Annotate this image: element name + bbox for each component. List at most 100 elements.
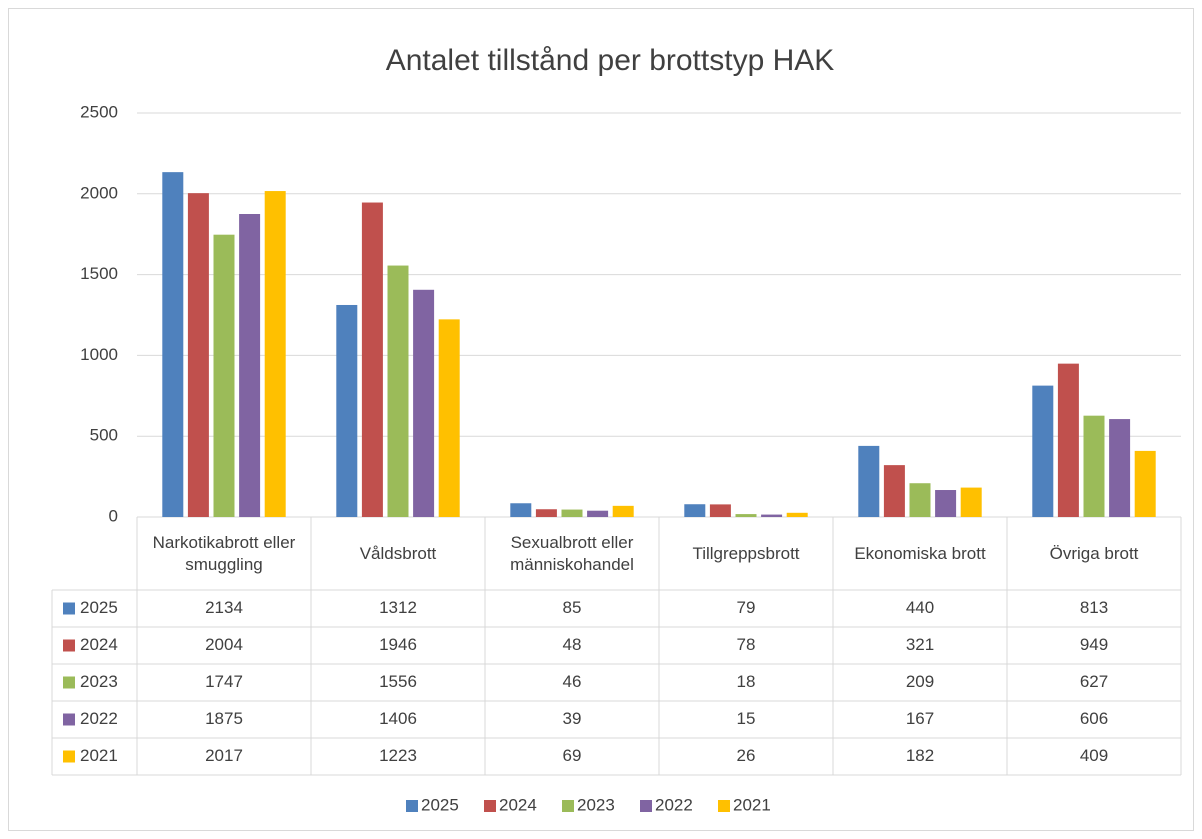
- table-key: [63, 639, 75, 652]
- legend-label: 2022: [655, 795, 693, 814]
- bar: [1083, 415, 1105, 517]
- y-tick-label: 2500: [80, 102, 118, 121]
- x-tick-label: Sexualbrott eller människohandel: [510, 532, 634, 574]
- bar: [935, 490, 957, 517]
- table-value: 1875: [205, 709, 243, 728]
- table-value: 1556: [379, 672, 417, 691]
- bar: [264, 191, 286, 517]
- table-row-label: 2023: [80, 672, 118, 691]
- legend-label: 2021: [733, 795, 771, 814]
- table-value: 440: [906, 598, 934, 617]
- table-value: 2004: [205, 635, 243, 654]
- table-value: 1946: [379, 635, 417, 654]
- bar: [684, 504, 706, 517]
- x-tick-label-box: Sexualbrott eller människohandel: [510, 532, 634, 574]
- table-value: 1312: [379, 598, 417, 617]
- x-tick-label-box: Ekonomiska brott: [854, 543, 986, 563]
- table-value: 182: [906, 746, 934, 765]
- bar: [960, 487, 982, 517]
- y-tick-label: 0: [109, 506, 118, 525]
- table-row-label: 2025: [80, 598, 118, 617]
- bar: [510, 503, 532, 517]
- table-value: 209: [906, 672, 934, 691]
- bar: [213, 234, 235, 517]
- table-value: 48: [563, 635, 582, 654]
- table-value: 2134: [205, 598, 243, 617]
- table-value: 2017: [205, 746, 243, 765]
- x-tick-label-box: Narkotikabrott eller smuggling: [152, 532, 296, 574]
- table-value: 409: [1080, 746, 1108, 765]
- x-tick-label: Narkotikabrott eller smuggling: [152, 532, 296, 574]
- x-tick-label: Tillgreppsbrott: [692, 543, 800, 563]
- legend-label: 2023: [577, 795, 615, 814]
- bar: [1134, 450, 1156, 517]
- table-value: 79: [737, 598, 756, 617]
- bar: [1057, 363, 1079, 517]
- x-tick-label-box: Våldsbrott: [359, 543, 437, 563]
- table-value: 78: [737, 635, 756, 654]
- bar: [162, 172, 184, 517]
- bar: [336, 304, 358, 517]
- table-value: 46: [563, 672, 582, 691]
- table-key: [63, 676, 75, 689]
- legend-key: [406, 800, 418, 812]
- table-value: 15: [737, 709, 756, 728]
- table-value: 1747: [205, 672, 243, 691]
- x-tick-label: Våldsbrott: [359, 543, 437, 563]
- bar: [1032, 385, 1054, 517]
- bar: [438, 319, 460, 517]
- legend-key: [640, 800, 652, 812]
- bar: [761, 514, 783, 517]
- y-tick-label: 2000: [80, 183, 118, 202]
- y-tick-label: 1000: [80, 345, 118, 364]
- bar: [883, 465, 905, 517]
- bar: [786, 512, 808, 517]
- legend-key: [484, 800, 496, 812]
- bar: [1109, 419, 1131, 517]
- table-value: 321: [906, 635, 934, 654]
- bar: [587, 510, 609, 517]
- bar: [909, 483, 931, 517]
- table-key: [63, 602, 75, 615]
- bar: [187, 193, 209, 517]
- table-value: 85: [563, 598, 582, 617]
- y-tick-label: 1500: [80, 264, 118, 283]
- bar: [858, 445, 880, 517]
- table-row-label: 2021: [80, 746, 118, 765]
- table-value: 18: [737, 672, 756, 691]
- y-tick-label: 500: [90, 426, 118, 445]
- table-value: 627: [1080, 672, 1108, 691]
- table-value: 813: [1080, 598, 1108, 617]
- x-tick-label: Ekonomiska brott: [854, 543, 986, 563]
- bar: [413, 289, 435, 517]
- table-value: 167: [906, 709, 934, 728]
- bar: [387, 265, 409, 517]
- table-value: 69: [563, 746, 582, 765]
- table-value: 1223: [379, 746, 417, 765]
- bar: [735, 514, 757, 517]
- chart-title: Antalet tillstånd per brottstyp HAK: [386, 44, 835, 77]
- table-value: 606: [1080, 709, 1108, 728]
- legend-label: 2024: [499, 795, 537, 814]
- x-tick-label-box: Tillgreppsbrott: [692, 543, 800, 563]
- bar: [561, 509, 583, 517]
- bar: [709, 504, 731, 517]
- bar: [239, 214, 261, 517]
- table-value: 26: [737, 746, 756, 765]
- legend-key: [562, 800, 574, 812]
- legend-label: 2025: [421, 795, 459, 814]
- table-value: 39: [563, 709, 582, 728]
- table-value: 949: [1080, 635, 1108, 654]
- table-value: 1406: [379, 709, 417, 728]
- chart-frame: [8, 8, 1194, 831]
- table-key: [63, 713, 75, 726]
- bar: [612, 505, 634, 517]
- legend-key: [718, 800, 730, 812]
- x-tick-label: Övriga brott: [1049, 543, 1139, 563]
- table-row-label: 2024: [80, 635, 118, 654]
- table-row-label: 2022: [80, 709, 118, 728]
- bar: [535, 509, 557, 517]
- bar: [361, 202, 383, 517]
